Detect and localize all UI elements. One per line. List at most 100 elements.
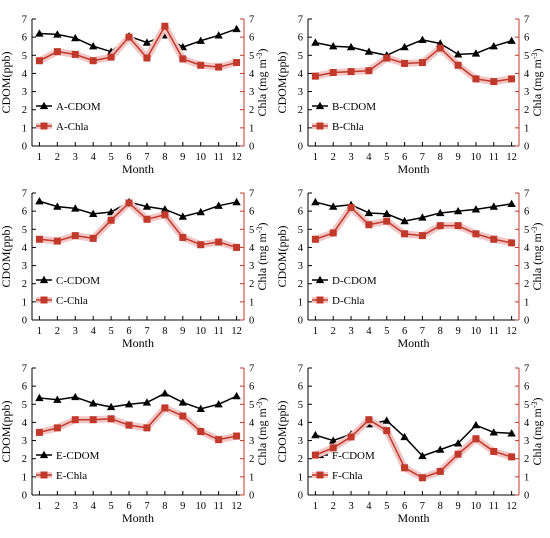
panel-e-series-e-chla-point-7 <box>143 424 150 431</box>
panel-a-series-a-chla-legend-marker <box>41 123 48 130</box>
panel-f-xlabel: Month <box>397 511 429 525</box>
panel-a-y2label-end: ) <box>255 49 269 53</box>
panel-f-series-f-chla-point-2 <box>330 444 337 451</box>
panel-c-xtick-label: 3 <box>73 326 78 337</box>
panel-b-ytick-label: 7 <box>298 15 303 26</box>
panel-c-ylabel: CDOM(ppb) <box>0 225 13 287</box>
panel-d-series-d-chla-point-2 <box>330 229 337 236</box>
panel-c-ytick-label: 0 <box>22 316 27 327</box>
panel-b-series-b-cdom-legend: B-CDOM <box>312 101 376 113</box>
panel-f-ytick-label: 3 <box>298 436 303 447</box>
panel-f-y2label-sup: -3 <box>530 402 539 409</box>
panel-f-series-f-chla-point-3 <box>348 433 355 440</box>
panel-c-series-c-cdom-legend-label: C-CDOM <box>56 275 100 287</box>
panel-d-series-d-cdom-point-12 <box>507 200 515 207</box>
panel-a-xtick-label: 8 <box>162 152 167 163</box>
panel-a-series-a-cdom-legend-label: A-CDOM <box>56 101 101 113</box>
panel-b-y2label: Chla (mg m-3) <box>530 49 544 117</box>
panel-c-ytick-label: 2 <box>22 279 27 290</box>
panel-f-series-f-chla-legend-label: F-Chla <box>332 470 363 482</box>
panel-b-ytick-label: 2 <box>298 105 303 116</box>
panel-a-xtick-label: 1 <box>37 152 42 163</box>
panel-c-y2label-end: ) <box>255 223 269 227</box>
panel-d-y2label: Chla (mg m-3) <box>530 223 544 291</box>
panel-e-ytick-label: 3 <box>22 436 27 447</box>
panel-c-y2tick-label: 0 <box>249 316 254 327</box>
panel-a-ytick-label: 0 <box>22 142 27 153</box>
panel-d-xlabel: Month <box>397 336 429 350</box>
panel-b-xtick-label: 2 <box>331 152 336 163</box>
panel-a-series-a-chla-point-6 <box>126 34 133 41</box>
panel-f-series-f-chla-point-10 <box>472 435 479 442</box>
panel-e-xtick-label: 5 <box>108 501 113 512</box>
panel-b-xlabel: Month <box>397 162 429 176</box>
panel-b-y2tick-label: 5 <box>524 51 529 62</box>
panel-b-series-b-chla-point-6 <box>401 60 408 67</box>
panel-d-y2tick-label: 2 <box>524 279 529 290</box>
panel-c-ytick-label: 4 <box>22 243 28 254</box>
panel-f-y2tick-label: 3 <box>524 436 529 447</box>
panel-a-series-a-cdom-legend: A-CDOM <box>36 101 101 113</box>
panel-d-y2tick-label: 6 <box>524 207 529 218</box>
panel-a-series-a-chla-legend: A-Chla <box>36 121 89 133</box>
panel-f-y2label-end: ) <box>530 398 544 402</box>
panel-f-ytick-label: 0 <box>298 491 303 502</box>
panel-c-xlabel: Month <box>122 336 154 350</box>
panel-e-series-e-cdom-point-1 <box>35 394 43 401</box>
panel-a-series-a-chla-point-11 <box>215 64 222 71</box>
panel-b-series-b-chla-point-9 <box>455 62 462 69</box>
panel-c-y2tick-label: 5 <box>249 225 254 236</box>
panel-c-ytick-label: 6 <box>22 207 27 218</box>
panel-a-xtick-label: 12 <box>231 152 242 163</box>
panel-f-xtick-label: 8 <box>438 501 443 512</box>
panel-e-y2tick-label: 5 <box>249 400 254 411</box>
panel-f-series-f-chla-legend-marker <box>317 472 324 479</box>
panel-f-xtick-label: 11 <box>489 501 499 512</box>
panel-d-series-d-chla-point-7 <box>419 232 426 239</box>
panel-a-series-a-cdom-point-12 <box>232 25 240 32</box>
panel-d-ytick-label: 7 <box>298 189 303 200</box>
panel-d-series-d-chla <box>312 204 515 246</box>
panel-c-series-c-chla-point-3 <box>72 232 79 239</box>
panel-d-xtick-label: 5 <box>384 326 389 337</box>
panel-c-y2label-main: Chla (mg m <box>255 233 269 291</box>
panel-b-series-b-cdom-line <box>315 40 511 55</box>
panel-c-xtick-label: 9 <box>180 326 185 337</box>
panel-e-series-e-cdom-line <box>39 393 236 408</box>
panel-f-ytick-label: 7 <box>298 364 303 375</box>
panel-e-y2tick-label: 3 <box>249 436 254 447</box>
panel-e-series-e-cdom-point-7 <box>143 398 151 405</box>
panel-e-xtick-label: 1 <box>37 501 42 512</box>
panel-f-xtick-label: 5 <box>384 501 389 512</box>
panel-b-series-b-chla-legend-marker <box>317 123 324 130</box>
panel-c-series-c-chla-point-5 <box>108 217 115 224</box>
panel-b-series-b-chla-point-5 <box>383 55 390 62</box>
panel-b-xtick-label: 10 <box>471 152 482 163</box>
panel-a-y2tick-label: 5 <box>249 51 254 62</box>
panel-c-y2tick-label: 3 <box>249 261 254 272</box>
panel-e-series-e-chla-point-11 <box>215 436 222 443</box>
panel-a-series-a-chla-point-7 <box>143 55 150 62</box>
panel-d-xtick-label: 11 <box>489 326 499 337</box>
panel-a-ytick-label: 3 <box>22 87 27 98</box>
panel-d-y2tick-label: 5 <box>524 225 529 236</box>
panel-a-series-a-chla-point-5 <box>108 54 115 61</box>
panel-b-series-b-chla-point-7 <box>419 59 426 66</box>
panel-f-y2tick-label: 0 <box>524 491 529 502</box>
panel-c-series-c-chla-point-2 <box>54 238 61 245</box>
panel-d-series-d-chla-point-8 <box>437 222 444 229</box>
panel-a-y2label-sup: -3 <box>255 53 264 60</box>
panel-a-y2tick-label: 6 <box>249 33 254 44</box>
panel-c: 0 01 12 23 34 45 56 67 71 2 3 4 5 6 7 8 9 10 11 12MonthCDOM… <box>0 189 269 351</box>
panel-e-series-e-chla-legend-marker <box>41 472 48 479</box>
panel-e-series-e-chla-point-6 <box>126 422 133 429</box>
panel-b-y2tick-label: 2 <box>524 105 529 116</box>
panel-f-xtick-label: 1 <box>313 501 318 512</box>
panel-c-series-c-chla-point-1 <box>36 236 43 243</box>
panel-d-series-d-cdom-legend-label: D-CDOM <box>332 275 377 287</box>
panel-f-y2tick-label: 1 <box>524 472 529 483</box>
panel-b-ytick-label: 0 <box>298 142 303 153</box>
panel-f-xtick-label: 10 <box>471 501 482 512</box>
panel-a-series-a-chla-point-4 <box>90 57 97 64</box>
panel-d-xtick-label: 9 <box>455 326 460 337</box>
